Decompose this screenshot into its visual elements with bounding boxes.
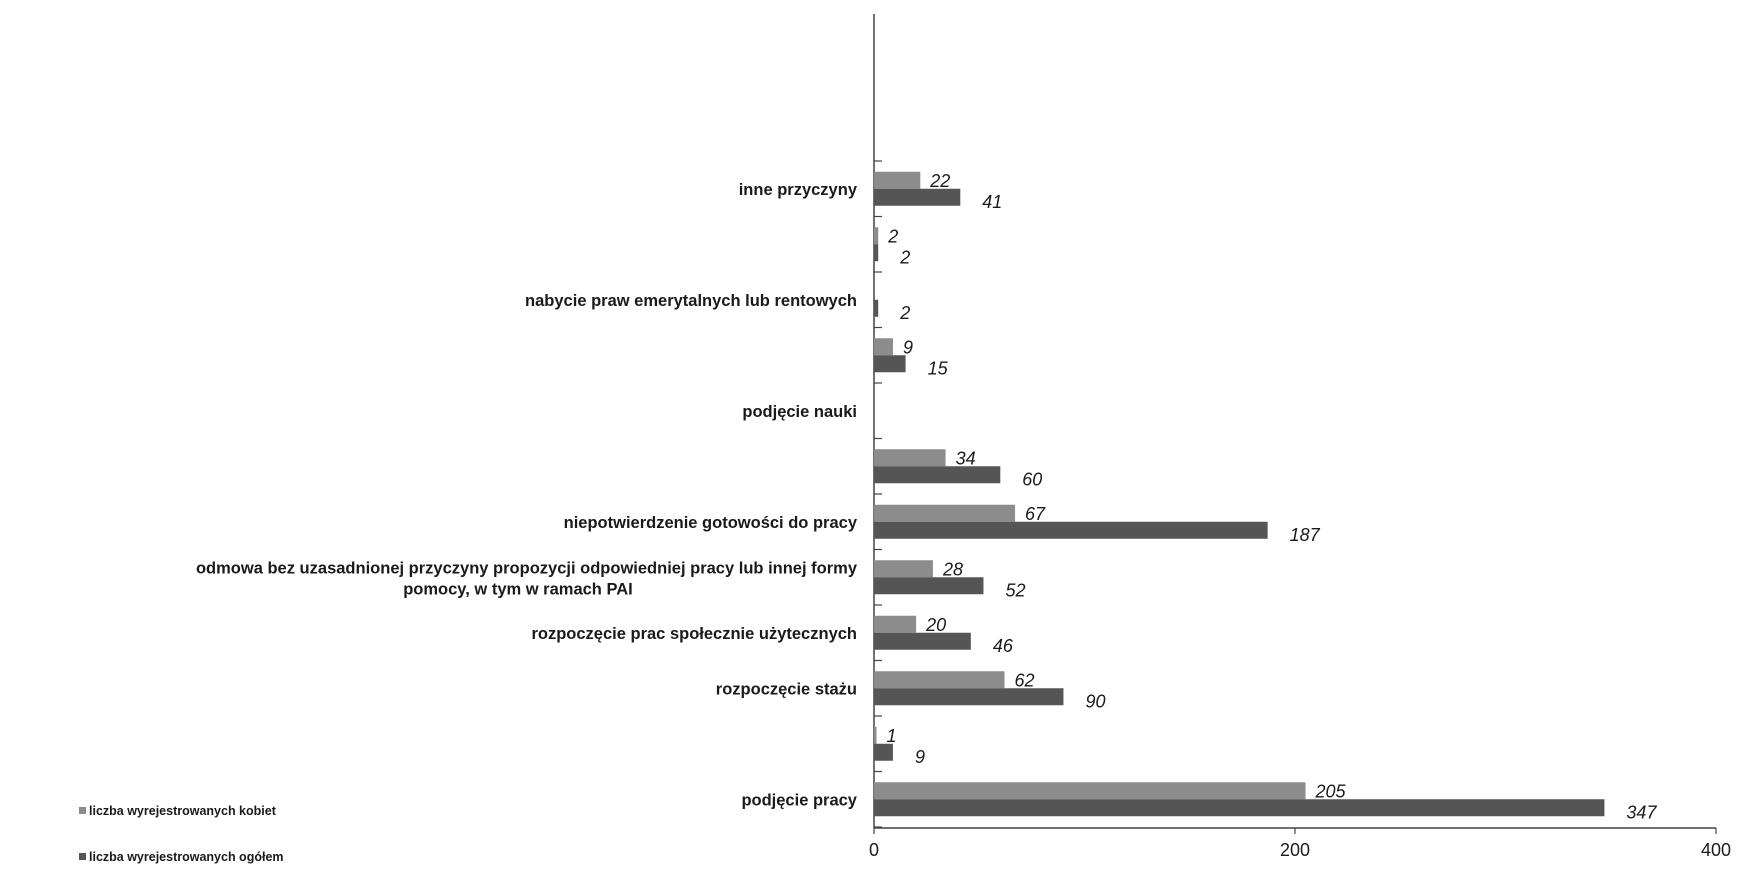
- bar-total-8: [874, 355, 906, 373]
- bar-total-10: [874, 244, 879, 262]
- bar-total-0: [874, 799, 1605, 817]
- bar-women-2: [874, 671, 1005, 689]
- value-label-women-5: 67: [1025, 504, 1046, 524]
- bar-total-2: [874, 688, 1064, 706]
- category-label-5: niepotwierdzenie gotowości do pracy: [564, 514, 858, 532]
- bar-women-5: [874, 504, 1016, 522]
- value-label-total-11: 41: [982, 192, 1002, 212]
- bar-women-1: [874, 726, 877, 744]
- bar-total-3: [874, 632, 971, 650]
- value-label-women-1: 1: [887, 726, 897, 746]
- category-label-2: rozpoczęcie stażu: [716, 680, 857, 698]
- bar-women-4: [874, 560, 933, 578]
- category-label-7: podjęcie nauki: [742, 403, 857, 421]
- category-label-9: nabycie praw emerytalnych lub rentowych: [525, 292, 857, 310]
- value-label-women-8: 9: [903, 337, 913, 357]
- bar-women-11: [874, 171, 921, 189]
- bar-total-4: [874, 577, 984, 595]
- legend: liczba wyrejestrowanych kobiet liczba wyr…: [79, 804, 284, 864]
- bar-total-11: [874, 188, 961, 206]
- bar-total-5: [874, 521, 1268, 539]
- value-label-women-3: 20: [925, 615, 946, 635]
- value-label-women-2: 62: [1015, 670, 1035, 690]
- value-label-total-3: 46: [993, 636, 1014, 656]
- x-axis-ticks: 0 200 400: [869, 828, 1731, 860]
- x-tick-label-0: 0: [869, 840, 879, 860]
- legend-swatch-0: [79, 807, 86, 814]
- bar-total-6: [874, 466, 1001, 484]
- bar-women-10: [874, 227, 879, 245]
- value-label-women-10: 2: [887, 226, 898, 246]
- x-tick-label-1: 200: [1280, 840, 1310, 860]
- legend-label-0: liczba wyrejestrowanych kobiet: [89, 804, 277, 818]
- value-label-total-1: 9: [915, 747, 925, 767]
- legend-label-1: liczba wyrejestrowanych ogółem: [89, 850, 284, 864]
- value-label-total-5: 187: [1290, 525, 1321, 545]
- value-label-women-11: 22: [929, 171, 950, 191]
- category-label-0: podjęcie pracy: [741, 791, 857, 809]
- value-label-women-6: 34: [956, 448, 976, 468]
- value-label-women-0: 205: [1315, 781, 1347, 801]
- chart-axes: [873, 14, 1716, 829]
- value-label-women-4: 28: [942, 559, 963, 579]
- category-label-11: inne przyczyny: [739, 181, 858, 199]
- value-label-total-0: 347: [1626, 802, 1657, 822]
- category-labels: podjęcie pracy rozpoczęcie stażu rozpoczęc…: [196, 181, 858, 810]
- bar-women-8: [874, 338, 893, 356]
- value-label-total-10: 2: [899, 247, 910, 267]
- x-tick-label-2: 400: [1701, 840, 1731, 860]
- legend-swatch-1: [79, 853, 86, 860]
- category-label-3: rozpoczęcie prac społecznie użytecznych: [531, 625, 857, 643]
- chart-bars: [874, 171, 1605, 817]
- value-label-total-4: 52: [1005, 580, 1025, 600]
- value-label-total-2: 90: [1085, 691, 1105, 711]
- category-label-4: odmowa bez uzasadnionej przyczyny propoz…: [196, 559, 858, 598]
- bar-total-9: [874, 299, 879, 317]
- value-label-total-8: 15: [928, 358, 949, 378]
- value-label-total-6: 60: [1022, 469, 1042, 489]
- bar-women-3: [874, 615, 917, 633]
- value-label-total-9: 2: [899, 303, 910, 323]
- bar-women-6: [874, 449, 946, 467]
- bar-total-1: [874, 743, 893, 761]
- bar-women-0: [874, 782, 1306, 800]
